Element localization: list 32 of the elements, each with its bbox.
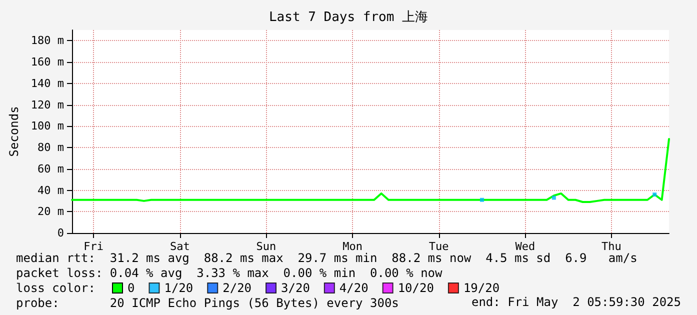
y-tick-label: 20 m	[38, 205, 64, 218]
text: probe: 20 ICMP Echo Pings (56 Bytes) every 300s	[16, 296, 399, 310]
text: median rtt: 31.2 ms avg 88.2 ms max 29.7 ms min 88.2 ms now 4.5 ms sd 6.9 am/s	[16, 251, 638, 265]
x-tick-label: Mon	[342, 240, 362, 253]
text: loss color:	[16, 281, 96, 295]
line-series	[71, 138, 670, 204]
x-tick-label: Sat	[170, 240, 190, 253]
y-tick-label: 100 m	[30, 120, 64, 133]
text: end: Fri May 2 05:59:30 2025	[471, 295, 681, 309]
y-tick-label: 40 m	[38, 184, 64, 197]
y-tick-label: 120 m	[30, 98, 64, 112]
y-tick-label: 80 m	[38, 141, 64, 154]
text: packet loss: 0.04 % avg 3.33 % max 0.00 % min 0.00 % now	[16, 266, 444, 280]
x-tick-label: Thu	[602, 240, 622, 253]
x-tick-label: Fri	[84, 240, 104, 253]
legend-label: 19/20	[463, 281, 500, 295]
y-tick-label: 140 m	[30, 76, 64, 90]
y-tick-label: 160 m	[30, 56, 64, 69]
legend-label: 2/20	[222, 281, 252, 295]
legend-label: 4/20	[339, 281, 368, 295]
legend-label: 0	[128, 281, 135, 295]
legend-label: 3/20	[281, 281, 310, 295]
chart-title: Last 7 Days from 上海	[268, 10, 428, 25]
legend-label: 10/20	[398, 281, 434, 295]
y-axis-title: Seconds	[7, 106, 21, 157]
y-tick-label: 180 m	[30, 34, 64, 48]
legend-label: 1/20	[164, 281, 194, 295]
x-tick-label: Tue	[428, 240, 449, 253]
x-tick-label: Sun	[256, 240, 276, 253]
y-tick-label: 0	[57, 226, 64, 240]
x-tick-label: Wed	[515, 240, 536, 253]
y-tick-label: 60 m	[38, 162, 64, 176]
